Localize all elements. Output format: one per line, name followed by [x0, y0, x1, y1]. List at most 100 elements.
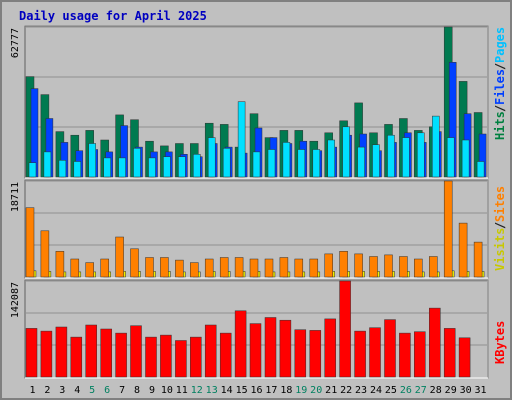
- bottom-ymax-label: 142087: [10, 282, 21, 318]
- middle-bar-sites: [40, 230, 50, 278]
- top-bar-pages: [432, 115, 440, 178]
- x-tick-label: 8: [134, 385, 140, 396]
- middle-bar-sites: [458, 222, 468, 278]
- x-tick-label: 24: [370, 385, 382, 396]
- bottom-bar-kbytes: [130, 325, 142, 378]
- top-bar-pages: [267, 149, 276, 178]
- top-bar-pages: [58, 160, 67, 178]
- x-tick-label: 7: [119, 385, 125, 396]
- top-bar-pages: [387, 134, 395, 178]
- bottom-bar-kbytes: [85, 324, 97, 378]
- middle-legend-visits: Visits: [493, 228, 507, 271]
- bottom-bar-kbytes: [55, 326, 68, 378]
- x-tick-label: 1: [29, 385, 35, 396]
- middle-bar-sites: [369, 256, 378, 278]
- x-tick-label: 6: [104, 385, 110, 396]
- top-bar-pages: [118, 157, 126, 178]
- top-bar-pages: [461, 139, 470, 178]
- x-tick-label: 11: [176, 385, 188, 396]
- x-tick-label: 10: [161, 385, 173, 396]
- middle-ymax-label: 18711: [10, 182, 21, 212]
- middle-bar-sites: [100, 258, 109, 278]
- bottom-bar-kbytes: [294, 329, 307, 378]
- top-bar-pages: [417, 132, 425, 178]
- x-tick-label: 25: [385, 385, 397, 396]
- top-bar-pages: [476, 161, 485, 178]
- x-tick-label: 4: [74, 385, 80, 396]
- middle-bar-sites: [264, 258, 274, 278]
- bottom-legend-kbytes: KBytes: [493, 321, 507, 364]
- top-bar-pages: [372, 144, 380, 178]
- x-tick-label: 21: [325, 385, 337, 396]
- bottom-bar-kbytes: [264, 317, 277, 378]
- x-tick-label: 2: [44, 385, 50, 396]
- middle-bar-sites: [339, 251, 348, 278]
- middle-bar-sites: [70, 258, 80, 278]
- top-bar-pages: [237, 101, 246, 178]
- middle-bar-sites: [234, 257, 244, 278]
- top-bar-pages: [133, 148, 141, 178]
- x-tick-label: 3: [59, 385, 65, 396]
- middle-legend-sites: Sites: [493, 186, 507, 222]
- bottom-bar-kbytes: [309, 330, 322, 378]
- top-bar-pages: [297, 149, 306, 178]
- middle-bar-sites: [399, 256, 408, 278]
- x-tick-label: 17: [265, 385, 277, 396]
- middle-bar-sites: [384, 254, 393, 278]
- bottom-bar-kbytes: [115, 332, 127, 378]
- bottom-bar-kbytes: [279, 319, 292, 378]
- bottom-bar-kbytes: [204, 324, 217, 378]
- middle-bar-sites: [55, 251, 65, 278]
- middle-bar-sites: [294, 258, 304, 278]
- x-tick-label: 26: [400, 385, 412, 396]
- x-tick-label: 9: [149, 385, 155, 396]
- top-bar-pages: [282, 142, 291, 178]
- top-bar-pages: [327, 139, 335, 178]
- middle-bar-sites: [25, 207, 35, 278]
- top-bar-pages: [88, 143, 96, 178]
- middle-bar-sites: [309, 258, 319, 278]
- top-bar-pages: [43, 151, 52, 178]
- middle-bar-sites: [414, 258, 423, 278]
- bottom-bar-kbytes: [384, 319, 396, 378]
- bottom-bar-kbytes: [399, 332, 411, 378]
- top-bar-pages: [73, 161, 82, 178]
- x-tick-label: 12: [191, 385, 203, 396]
- bottom-bar-kbytes: [369, 327, 381, 378]
- middle-bar-sites: [429, 256, 438, 278]
- bottom-bar-kbytes: [160, 334, 172, 378]
- x-tick-label: 15: [236, 385, 248, 396]
- x-tick-label: 13: [206, 385, 218, 396]
- top-ymax-label: 62777: [10, 28, 21, 58]
- middle-bar-sites: [249, 258, 259, 278]
- x-tick-label: 18: [280, 385, 292, 396]
- top-bar-pages: [28, 162, 37, 178]
- x-tick-label: 30: [460, 385, 472, 396]
- bottom-bar-kbytes: [324, 318, 336, 378]
- bottom-bar-kbytes: [100, 328, 112, 378]
- bottom-bar-kbytes: [25, 328, 38, 378]
- middle-bar-sites: [160, 257, 169, 278]
- chart-marks: 62777Hits/Files/Pages18711Visits/Sites14…: [10, 25, 507, 396]
- bottom-bar-kbytes: [354, 330, 366, 378]
- top-bar-pages: [402, 137, 410, 178]
- x-tick-label: 5: [89, 385, 95, 396]
- x-tick-label: 16: [250, 385, 262, 396]
- top-bar-pages: [193, 154, 201, 178]
- chart-title: Daily usage for April 2025: [19, 9, 207, 23]
- bottom-bar-kbytes: [190, 336, 202, 378]
- bottom-bar-kbytes: [40, 330, 53, 378]
- top-bar-pages: [342, 126, 350, 178]
- top-legend-hits: Hits: [493, 111, 507, 140]
- middle-legend-separator: /: [493, 222, 507, 229]
- middle-bar-sites: [175, 259, 184, 278]
- bottom-bar-kbytes: [145, 336, 157, 378]
- x-tick-label: 28: [430, 385, 442, 396]
- top-bar-pages: [163, 156, 171, 178]
- middle-bar-sites: [473, 241, 483, 278]
- x-tick-label: 31: [474, 385, 486, 396]
- top-legend-separator: /: [493, 63, 507, 70]
